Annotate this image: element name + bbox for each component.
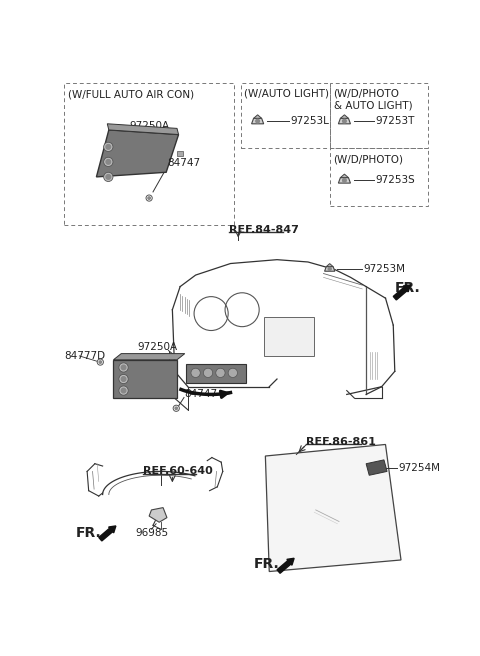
Text: (W/D/PHOTO
& AUTO LIGHT): (W/D/PHOTO & AUTO LIGHT) xyxy=(334,89,412,110)
Bar xyxy=(64,83,234,225)
Bar xyxy=(177,151,183,155)
Circle shape xyxy=(104,173,113,182)
Text: 84747: 84747 xyxy=(167,158,200,169)
Text: 97253S: 97253S xyxy=(375,175,415,186)
Polygon shape xyxy=(107,124,179,134)
Polygon shape xyxy=(338,118,350,124)
Text: 97250A: 97250A xyxy=(130,121,170,131)
Text: REF.84-847: REF.84-847 xyxy=(229,224,299,235)
Text: 84777D: 84777D xyxy=(64,351,105,361)
Circle shape xyxy=(121,388,126,393)
Polygon shape xyxy=(324,266,335,271)
Circle shape xyxy=(148,197,150,199)
Circle shape xyxy=(343,119,346,123)
Text: 97250A: 97250A xyxy=(137,342,178,352)
Polygon shape xyxy=(96,130,179,177)
FancyArrow shape xyxy=(393,285,410,300)
Circle shape xyxy=(173,405,180,411)
Bar xyxy=(264,318,314,356)
Circle shape xyxy=(104,142,113,152)
Circle shape xyxy=(121,377,126,381)
Circle shape xyxy=(106,159,110,164)
Text: (W/D/PHOTO): (W/D/PHOTO) xyxy=(334,154,404,164)
Text: FR.: FR. xyxy=(75,526,101,540)
Bar xyxy=(330,148,428,206)
FancyArrow shape xyxy=(277,558,294,573)
Circle shape xyxy=(191,368,200,377)
Circle shape xyxy=(204,368,213,377)
Text: 97253M: 97253M xyxy=(364,264,406,274)
Text: 84747: 84747 xyxy=(184,390,217,400)
Polygon shape xyxy=(265,445,401,571)
Circle shape xyxy=(175,407,178,409)
Text: REF.60-640: REF.60-640 xyxy=(143,466,213,476)
Circle shape xyxy=(256,119,259,123)
Bar xyxy=(240,83,330,148)
Circle shape xyxy=(216,368,225,377)
Polygon shape xyxy=(340,174,348,178)
Text: 96985: 96985 xyxy=(135,528,168,538)
Polygon shape xyxy=(340,115,348,118)
Polygon shape xyxy=(253,115,262,118)
Circle shape xyxy=(106,174,110,179)
Polygon shape xyxy=(186,363,246,383)
Text: (W/FULL AUTO AIR CON): (W/FULL AUTO AIR CON) xyxy=(68,89,194,100)
Polygon shape xyxy=(113,354,185,359)
Circle shape xyxy=(146,195,152,201)
Circle shape xyxy=(121,365,126,370)
Polygon shape xyxy=(113,359,177,398)
FancyArrow shape xyxy=(99,526,116,541)
Circle shape xyxy=(228,368,238,377)
Text: FR.: FR. xyxy=(254,557,279,571)
Polygon shape xyxy=(366,460,387,475)
Text: 97253L: 97253L xyxy=(290,116,329,126)
Circle shape xyxy=(119,363,128,372)
Text: 97253T: 97253T xyxy=(375,116,415,126)
Circle shape xyxy=(97,359,103,365)
Circle shape xyxy=(328,268,331,270)
Polygon shape xyxy=(326,264,333,266)
Circle shape xyxy=(99,361,102,363)
Text: REF.86-861: REF.86-861 xyxy=(306,437,376,447)
Polygon shape xyxy=(149,508,167,522)
Polygon shape xyxy=(252,118,264,124)
Text: FR.: FR. xyxy=(395,281,420,295)
Circle shape xyxy=(104,157,113,167)
Circle shape xyxy=(343,178,346,182)
Circle shape xyxy=(119,386,128,395)
Circle shape xyxy=(106,144,110,149)
Polygon shape xyxy=(338,178,350,183)
Bar xyxy=(330,83,428,148)
Text: 97254M: 97254M xyxy=(399,462,441,472)
Circle shape xyxy=(119,375,128,384)
Text: (W/AUTO LIGHT): (W/AUTO LIGHT) xyxy=(244,89,329,99)
